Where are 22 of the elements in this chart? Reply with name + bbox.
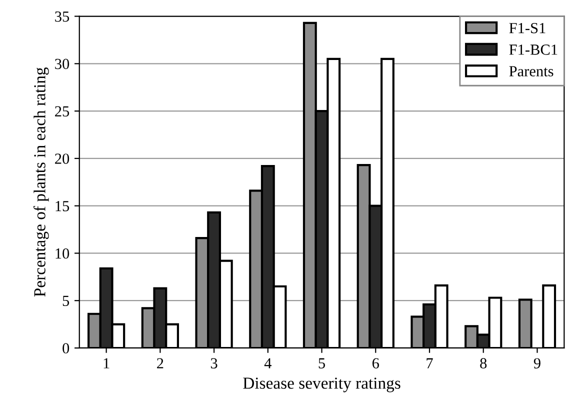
x-axis-title: Disease severity ratings xyxy=(243,378,400,392)
y-tick-label: 35 xyxy=(55,11,70,22)
y-tick-label: 25 xyxy=(55,106,70,117)
legend-label: Parents xyxy=(509,66,554,76)
x-tick-label: 7 xyxy=(426,358,433,368)
x-tick-label: 6 xyxy=(372,358,379,368)
x-tick-label: 9 xyxy=(534,358,540,368)
y-tick-label: 5 xyxy=(62,296,70,306)
y-tick-label: 0 xyxy=(62,343,70,354)
x-tick-label: 8 xyxy=(480,358,487,368)
legend-label: F1-S1 xyxy=(509,22,546,34)
legend-label: F1-BC1 xyxy=(509,44,558,55)
x-tick-label: 3 xyxy=(210,358,218,368)
x-tick-label: 2 xyxy=(157,358,164,368)
y-tick-label: 20 xyxy=(55,154,70,164)
y-tick-label: 15 xyxy=(56,201,70,212)
y-tick-label: 30 xyxy=(55,58,70,70)
x-tick-label: 5 xyxy=(318,358,325,368)
x-tick-label: 4 xyxy=(264,358,272,368)
y-axis-title: Percentage of plants in each rating xyxy=(33,67,49,297)
y-tick-label: 10 xyxy=(56,248,70,259)
x-tick-label: 1 xyxy=(104,358,110,368)
